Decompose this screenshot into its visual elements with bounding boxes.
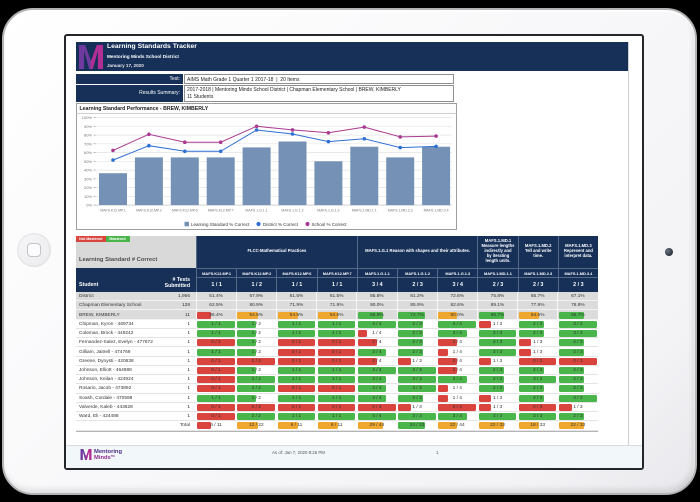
svg-text:District % Correct: District % Correct <box>263 222 299 227</box>
svg-text:MAFS.1.MD.3.4: MAFS.1.MD.3.4 <box>424 209 449 213</box>
svg-text:60%: 60% <box>84 150 92 155</box>
svg-text:0%: 0% <box>86 203 92 208</box>
svg-text:MAFS.K12.MP.7: MAFS.K12.MP.7 <box>208 209 234 213</box>
svg-text:30%: 30% <box>84 176 92 181</box>
svg-text:80%: 80% <box>84 133 92 138</box>
svg-text:MAFS.1.G.1.1: MAFS.1.G.1.1 <box>246 209 268 213</box>
svg-text:MAFS.1.MD.2.3: MAFS.1.MD.2.3 <box>388 209 413 213</box>
svg-text:40%: 40% <box>84 168 92 173</box>
svg-text:50%: 50% <box>84 159 92 164</box>
svg-text:100%: 100% <box>82 115 93 120</box>
svg-text:70%: 70% <box>84 141 92 146</box>
svg-text:20%: 20% <box>84 185 92 190</box>
svg-text:MAFS.K12.MP.1: MAFS.K12.MP.1 <box>100 209 126 213</box>
svg-text:MAFS.K12.MP.6: MAFS.K12.MP.6 <box>172 209 198 213</box>
svg-text:MAFS.1.MD.1.1: MAFS.1.MD.1.1 <box>352 209 377 213</box>
svg-text:School % Correct: School % Correct <box>312 222 348 227</box>
svg-text:MAFS.1.G.1.2: MAFS.1.G.1.2 <box>281 209 303 213</box>
svg-text:Learning Standard % Correct: Learning Standard % Correct <box>191 222 250 227</box>
svg-text:MAFS.1.G.1.3: MAFS.1.G.1.3 <box>317 209 339 213</box>
svg-text:MAFS.K12.MP.2: MAFS.K12.MP.2 <box>136 209 162 213</box>
svg-text:10%: 10% <box>84 194 92 199</box>
svg-text:90%: 90% <box>84 124 92 129</box>
